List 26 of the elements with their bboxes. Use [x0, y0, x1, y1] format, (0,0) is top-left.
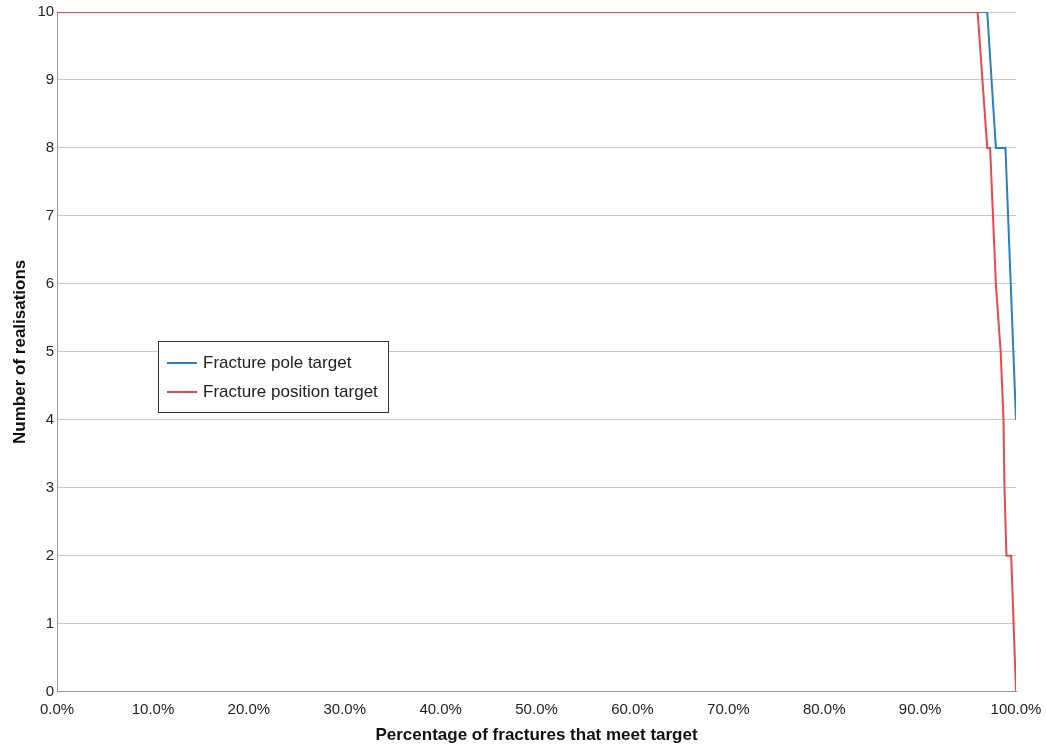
- x-tick-label: 20.0%: [227, 699, 271, 717]
- x-tick-label: 100.0%: [990, 699, 1042, 717]
- y-tick-label: 5: [45, 341, 55, 359]
- x-axis-title: Percentage of fractures that meet target: [375, 725, 698, 745]
- legend-label: Fracture position target: [203, 381, 378, 402]
- x-tick-label: 80.0%: [802, 699, 846, 717]
- y-tick-label: 2: [45, 545, 55, 563]
- y-tick-label: 0: [45, 681, 55, 699]
- x-tick-label: 70.0%: [707, 699, 750, 717]
- x-tick-label: 0.0%: [39, 699, 75, 717]
- y-tick-label: 7: [45, 206, 55, 224]
- y-tick-label: 4: [45, 409, 55, 427]
- legend-label: Fracture pole target: [203, 352, 352, 373]
- y-tick-label: 9: [45, 70, 55, 88]
- y-tick-label: 3: [45, 477, 55, 495]
- x-tick-label: 60.0%: [611, 699, 654, 717]
- y-tick-label: 1: [45, 613, 55, 631]
- x-tick-label: 10.0%: [131, 699, 175, 717]
- x-tick-label: 90.0%: [898, 699, 942, 717]
- y-axis-title: Number of realisations: [9, 259, 29, 444]
- y-tick-label: 8: [45, 138, 55, 156]
- y-tick-label: 10: [37, 2, 55, 20]
- y-tick-label: 6: [45, 273, 55, 291]
- x-tick-label: 50.0%: [515, 699, 558, 717]
- x-tick-label: 40.0%: [419, 699, 462, 717]
- x-tick-label: 30.0%: [323, 699, 367, 717]
